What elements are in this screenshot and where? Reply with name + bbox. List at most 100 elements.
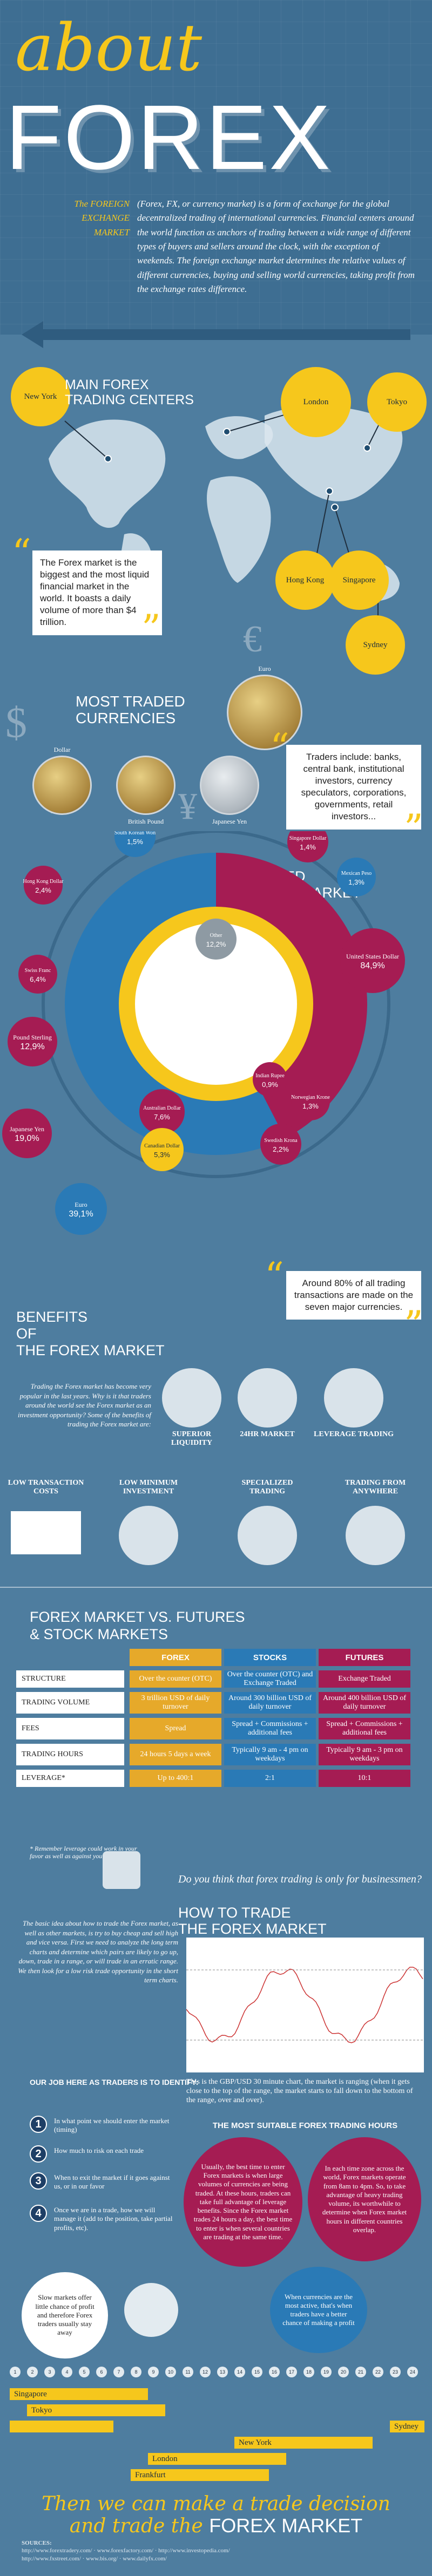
hour-marker: 22 [373,2367,383,2377]
hour-marker: 24 [407,2367,418,2377]
source-item[interactable]: www.dailyfx.com/ [123,2555,167,2562]
trading-hours-timeline: 1 2 3 4 5 6 7 8 9 10 11 12 13 14 15 16 17 18 19 20 21 22 23 24 … [0,2367,432,2491]
bubble-label: Australian Dollar [143,1105,181,1111]
cell-futures: Around 400 billion USD of daily turnover [319,1692,410,1714]
source-item[interactable]: http://www.fxstreet.com/ [22,2555,81,2562]
candlestick-chart [186,1967,424,2043]
hour-marker: 8 [131,2367,141,2377]
main-centers-title: MAIN FOREX TRADING CENTERS [65,377,194,407]
bubble-value: 19,0% [15,1134,39,1143]
hour-marker: 16 [269,2367,280,2377]
yen-sign-icon: ¥ [178,786,197,827]
header-forex: FOREX [130,1649,221,1666]
africa-shape [207,476,271,583]
benefit-low-minimum-investment: LOW MINIMUM INVESTMENT [119,1479,178,1496]
quote-box-traders: Traders include: banks, central bank, in… [286,745,421,830]
bubble-value: 2,2% [273,1145,289,1153]
pin-hong-kong [326,487,333,495]
comparison-title-line2: & STOCK MARKETS [30,1626,168,1643]
background-grid [0,0,432,335]
hour-marker: 5 [79,2367,90,2377]
row-label: TRADING HOURS [16,1744,124,1765]
city-label: Sydney [363,640,388,649]
clock-icon [124,2283,178,2337]
step-number: 3 [30,2172,47,2190]
pound-coin-icon [116,756,176,815]
cell-forex: Up to 400:1 [130,1770,221,1787]
hour-marker: 14 [234,2367,245,2377]
row-label: LEVERAGE* [16,1770,124,1787]
session-bar [10,2421,113,2432]
city-hong-kong: Hong Kong [275,550,335,610]
chart-note: This is the GBP/USD 30 minute chart, the… [186,2078,413,2104]
header-futures: FUTURES [319,1649,410,1666]
source-item[interactable]: http://www.investopedia.com/ [158,2547,230,2554]
most-traded-line2: CURRENCIES [76,709,176,726]
session-bar: Frankfurt [131,2469,269,2481]
source-item[interactable]: www.forexfactory.com/ [97,2547,153,2554]
bubble-label: Swedish Krona [264,1138,298,1144]
city-london: London [281,367,351,437]
hour-marker: 1 [10,2367,21,2377]
intro-label: The FOREIGN EXCHANGE MARKET [38,197,130,240]
piggy-bank-icon [119,1506,178,1565]
main-centers-line1: MAIN FOREX [65,377,149,392]
quote-close-icon: ” [141,607,161,651]
coin-label-yen: Japanese Yen [212,818,247,825]
header-section [0,0,432,335]
benefits-line1: BENEFITS [16,1309,88,1325]
bubble-norwegian-krone [291,1082,330,1120]
quote-box-market-size: The Forex market is the biggest and the … [32,550,162,635]
step-number: 1 [30,2116,47,2133]
city-tokyo: Tokyo [367,372,427,432]
bubble-euro [55,1183,107,1235]
city-label: Hong Kong [286,575,325,584]
bubble-value: 6,4% [30,975,46,983]
benefits-line2: OF [16,1326,37,1342]
bubble-japanese-yen [2,1109,52,1158]
bubble-value: 1,4% [300,843,316,851]
yen-coin-icon [200,756,259,815]
leverage-note: * Remember leverage could work in your f… [30,1845,137,1860]
bubble-label: Singapore Dollar [289,835,327,841]
intro-label-line: MARKET [93,227,130,237]
sources-list: http://www.forextradery.com/ · www.forex… [22,2547,230,2562]
left-arrow-band [22,321,410,348]
forex-title: FOREX [5,86,333,189]
quote-open-icon: “ [270,725,289,770]
step-text: When to exit the market if it goes again… [54,2173,170,2191]
intro-label-line: EXCHANGE [82,213,130,223]
conclusion-line1: Then we can make a trade decision [42,2493,390,2515]
bubble-label: Swiss Franc [25,968,51,974]
target-icon [238,1506,297,1565]
how-to-trade-text: The basic idea about how to trade the Fo… [18,1919,178,1984]
benefit-24hr-market: 24HR MARKET [240,1430,295,1438]
source-item[interactable]: www.bis.org/ [86,2555,118,2562]
bubble-pound-sterling [8,1017,57,1066]
bubble-value: 12,2% [206,940,226,948]
pin-tokyo [363,444,371,452]
hour-marker: 12 [200,2367,211,2377]
hour-marker: 3 [44,2367,55,2377]
hour-marker: 15 [252,2367,262,2377]
hour-marker: 21 [355,2367,366,2377]
blob-most-active: When currencies are the most active, tha… [270,2267,367,2353]
source-item[interactable]: http://www.forextradery.com/ [22,2547,92,2554]
city-sydney: Sydney [346,615,405,675]
hour-marker: 10 [165,2367,176,2377]
bubble-label: Mexican Peso [341,871,372,876]
session-bar: Tokyo [27,2404,165,2416]
step-number: 4 [30,2205,47,2222]
bubble-label: Pound Sterling [13,1034,52,1041]
liquidity-icon [162,1368,221,1428]
hour-marker: 13 [217,2367,228,2377]
benefit-trading-from-anywhere: TRADING FROM ANYWHERE [345,1479,406,1496]
dollar-coin-icon [32,756,92,815]
comparison-title: FOREX MARKET VS. FUTURES & STOCK MARKETS [30,1608,245,1643]
bubble-value: 1,5% [127,838,143,846]
most-traded-title: MOST TRADED CURRENCIES [76,693,185,727]
europe-shape [205,416,273,459]
bubble-other [195,919,237,960]
price-line [186,1967,423,2043]
job-title: OUR JOB HERE AS TRADERS IS TO IDENTIFY: [30,2078,199,2086]
